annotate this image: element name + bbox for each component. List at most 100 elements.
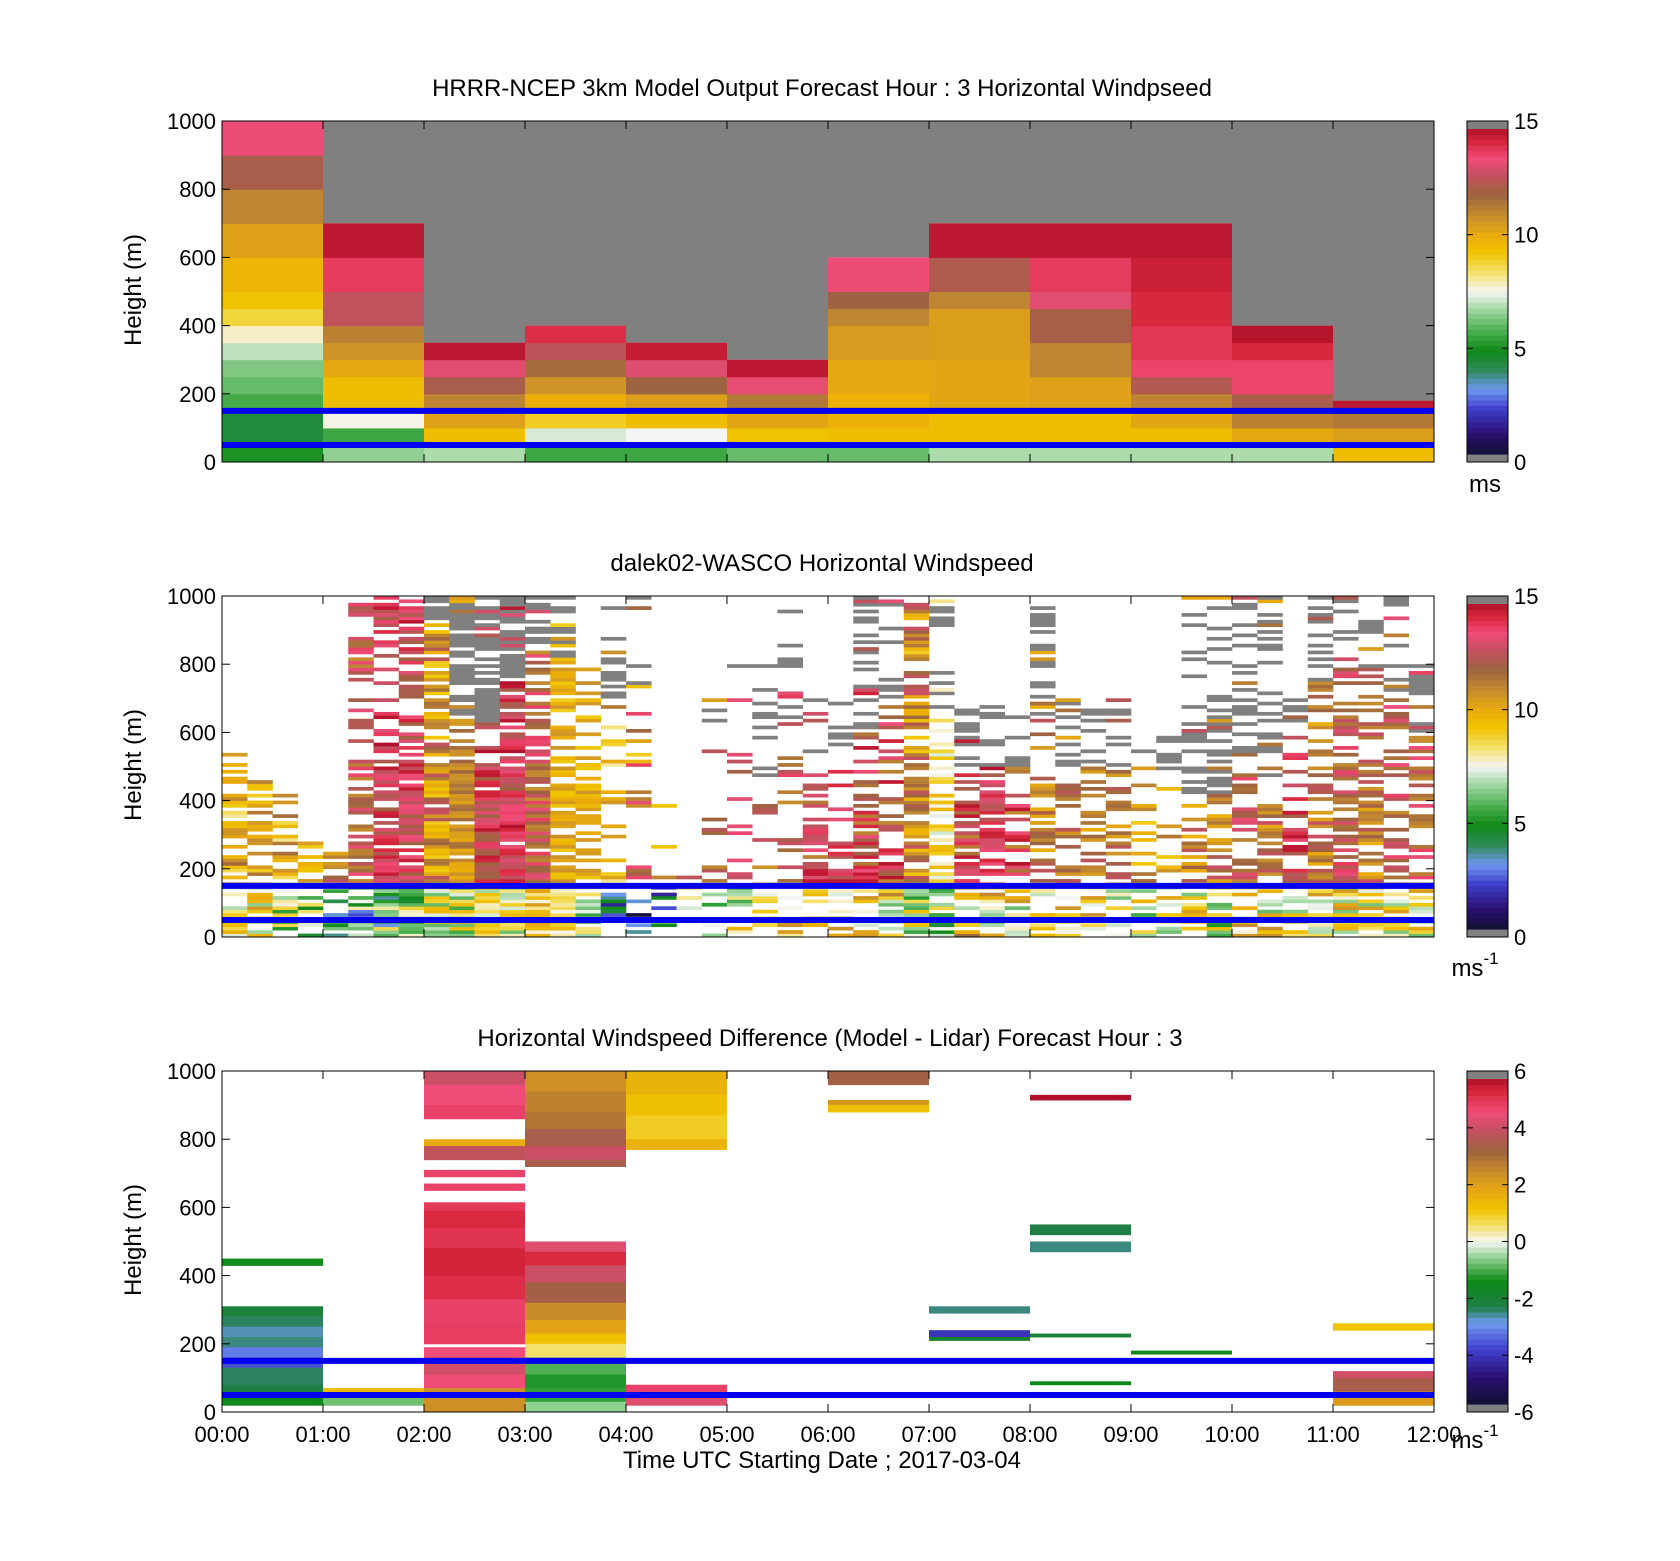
heatmap-cell	[828, 855, 854, 859]
heatmap-cell	[1307, 848, 1334, 853]
heatmap-cell	[903, 899, 930, 904]
heatmap-cell	[929, 257, 1031, 292]
heatmap-cell	[499, 824, 526, 829]
colorbar-frame	[1466, 595, 1509, 938]
colorbar-tick-label: 0	[1514, 450, 1526, 475]
heatmap-cell	[828, 841, 854, 846]
heatmap-cell	[373, 746, 400, 750]
colorbar-segment	[1467, 1252, 1508, 1259]
heatmap-cell	[373, 855, 400, 859]
heatmap-cell	[1131, 223, 1233, 258]
heatmap-cell	[424, 892, 450, 897]
heatmap-cell	[1206, 749, 1233, 754]
heatmap-cell	[1383, 814, 1410, 818]
heatmap-cell	[373, 783, 400, 788]
x-tick-label: 06:00	[800, 1422, 855, 1447]
heatmap-cell	[1282, 851, 1309, 856]
heatmap-cell	[1383, 858, 1410, 863]
heatmap-cell	[449, 718, 475, 723]
heatmap-cell	[1358, 902, 1384, 907]
heatmap-cell	[424, 749, 450, 754]
colorbar-segment	[1467, 188, 1508, 195]
heatmap-cell	[1333, 746, 1359, 750]
colorbar-segment	[1467, 161, 1508, 168]
colorbar-segment	[1467, 1382, 1508, 1389]
heatmap-cell	[1333, 674, 1359, 679]
heatmap-cell	[449, 906, 475, 911]
heatmap-cell	[525, 602, 551, 607]
heatmap-cell	[449, 889, 475, 893]
heatmap-cell	[1383, 756, 1410, 760]
heatmap-cell	[550, 909, 576, 914]
colorbar-segment	[1467, 734, 1508, 741]
heatmap-cell	[626, 1115, 727, 1140]
heatmap-cell	[525, 790, 551, 795]
heatmap-cell	[1206, 790, 1233, 795]
heatmap-cell	[954, 861, 980, 866]
heatmap-cell	[1055, 930, 1081, 934]
heatmap-cell	[1105, 851, 1132, 856]
heatmap-cell	[802, 865, 829, 870]
heatmap-cell	[323, 1394, 424, 1406]
heatmap-cell	[1358, 913, 1384, 917]
heatmap-cell	[474, 858, 501, 863]
heatmap-cell	[449, 694, 475, 699]
heatmap-cell	[398, 800, 425, 805]
heatmap-cell	[398, 790, 425, 795]
heatmap-cell	[853, 599, 879, 604]
heatmap-cell	[1358, 681, 1384, 685]
heatmap-cell	[1408, 889, 1435, 893]
heatmap-cell	[1232, 708, 1258, 713]
heatmap-cell	[525, 376, 627, 395]
heatmap-cell	[525, 769, 551, 774]
heatmap-cell	[373, 630, 400, 634]
heatmap-cell	[1358, 769, 1384, 774]
heatmap-cell	[777, 691, 804, 696]
heatmap-cell	[1383, 875, 1410, 880]
heatmap-cell	[247, 838, 273, 842]
heatmap-cell	[828, 291, 930, 310]
heatmap-cell	[1282, 930, 1309, 934]
heatmap-cell	[626, 752, 652, 757]
heatmap-cell	[727, 926, 753, 931]
heatmap-cell	[727, 875, 753, 880]
heatmap-cell	[929, 291, 1031, 310]
heatmap-cell	[701, 865, 728, 870]
heatmap-cell	[222, 1394, 323, 1406]
colorbar-segment	[1467, 809, 1508, 816]
colorbar-segment	[1467, 215, 1508, 222]
heatmap-cell	[903, 824, 930, 829]
heatmap-cell	[1257, 868, 1283, 873]
heatmap-cell	[1181, 926, 1208, 931]
heatmap-cell	[903, 793, 930, 798]
heatmap-cell	[600, 636, 627, 641]
heatmap-cell	[550, 677, 576, 682]
heatmap-cell	[550, 657, 576, 662]
heatmap-cell	[1383, 602, 1410, 607]
heatmap-cell	[1030, 831, 1056, 835]
heatmap-cell	[398, 807, 425, 812]
heatmap-cell	[853, 596, 879, 600]
heatmap-cell	[878, 705, 905, 709]
colorbar-segment	[1467, 836, 1508, 843]
heatmap-cell	[752, 664, 778, 668]
heatmap-cell	[424, 851, 450, 856]
heatmap-cell	[550, 797, 576, 801]
colorbar-segment	[1467, 1116, 1508, 1123]
heatmap-cell	[929, 831, 955, 835]
heatmap-cell	[1105, 933, 1132, 938]
heatmap-cell	[802, 872, 829, 876]
heatmap-cell	[1383, 838, 1410, 842]
heatmap-cell	[247, 892, 273, 897]
heatmap-cell	[525, 722, 551, 726]
heatmap-cell	[1232, 732, 1258, 737]
heatmap-cell	[1358, 838, 1384, 842]
heatmap-cell	[853, 923, 879, 928]
heatmap-cell	[626, 684, 652, 689]
colorbar-segment	[1467, 891, 1508, 898]
heatmap-cell	[272, 868, 299, 873]
heatmap-cell	[474, 647, 501, 651]
heatmap-cell	[550, 766, 576, 771]
heatmap-cell	[424, 793, 450, 798]
heatmap-cell	[575, 807, 602, 812]
